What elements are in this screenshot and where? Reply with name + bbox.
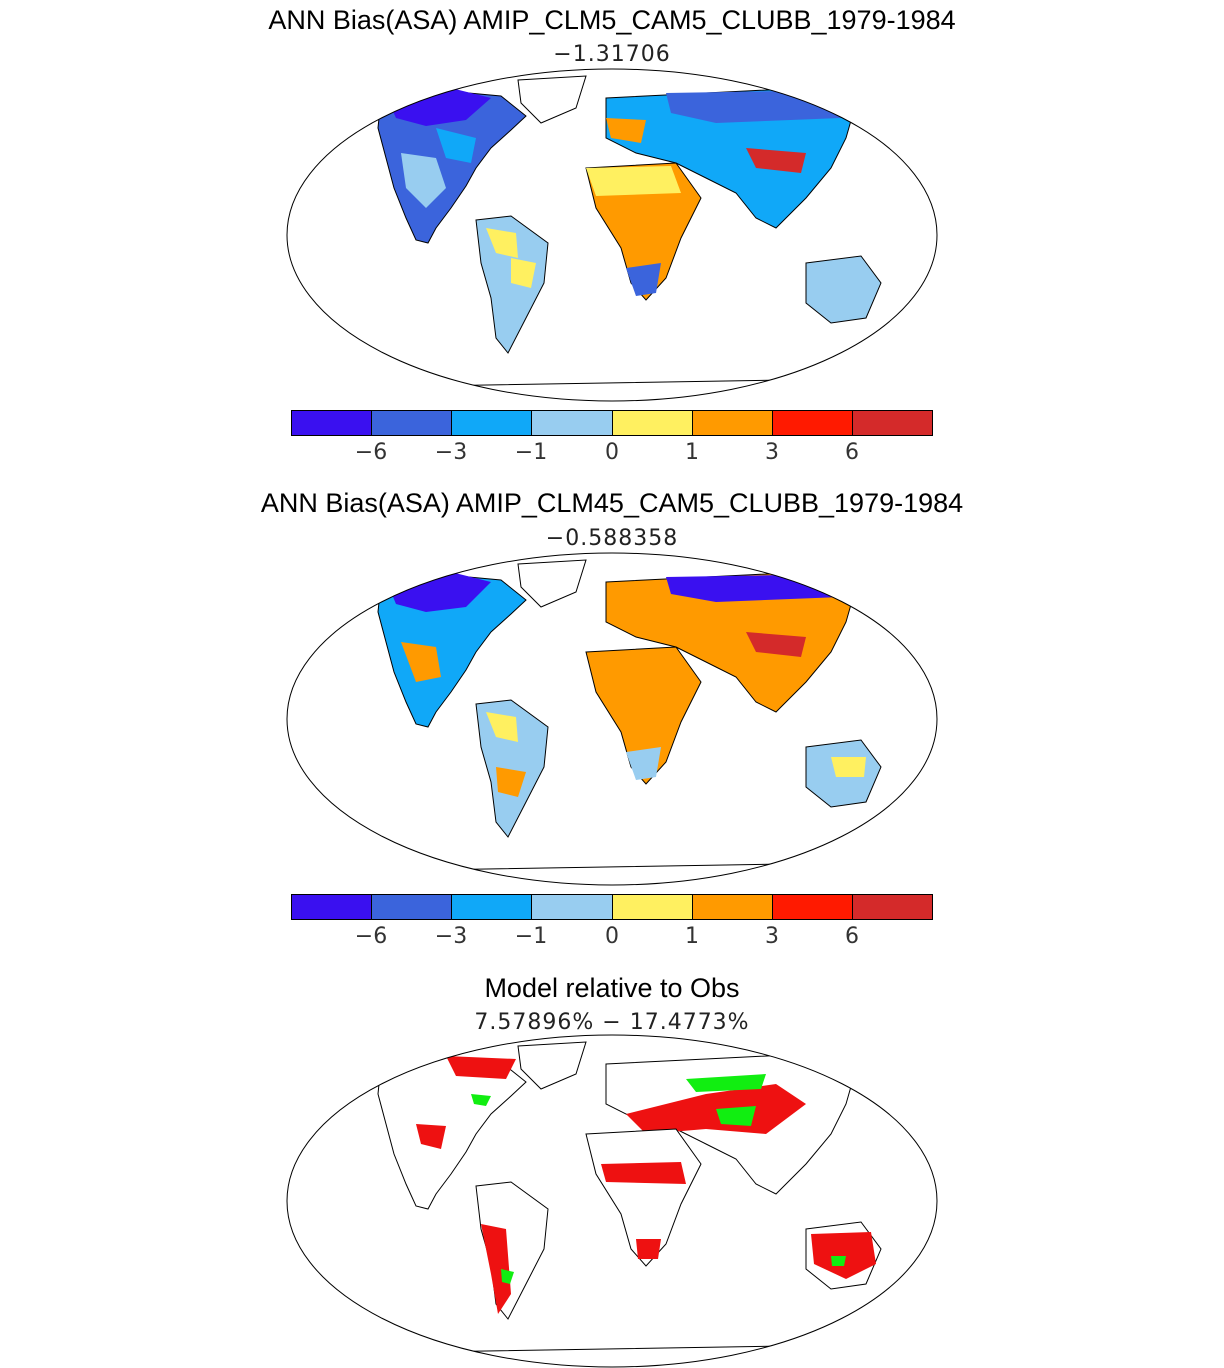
north-america <box>377 89 527 244</box>
colorbar-tick: 3 <box>765 924 779 949</box>
north-america <box>377 573 527 728</box>
colorbar-tick: 1 <box>685 440 699 465</box>
panel1-colorbar-ticks: −6 −3 −1 0 1 3 6 <box>291 440 933 468</box>
colorbar-swatch <box>292 895 373 919</box>
colorbar-swatch <box>372 411 453 435</box>
colorbar-tick: 1 <box>685 924 699 949</box>
colorbar-tick: −6 <box>354 924 388 949</box>
colorbar-tick: −1 <box>514 924 548 949</box>
south-america <box>475 699 549 838</box>
colorbar-tick: −1 <box>514 440 548 465</box>
panel1-subtitle: −1.31706 <box>553 42 671 67</box>
colorbar-swatch <box>772 895 853 919</box>
panel2-bias-map <box>286 552 938 886</box>
colorbar-swatch <box>692 895 773 919</box>
panel2-colorbar-ticks: −6 −3 −1 0 1 3 6 <box>291 924 933 952</box>
colorbar-swatch <box>852 411 932 435</box>
colorbar-swatch <box>612 895 693 919</box>
panel1-bias-map <box>286 68 938 402</box>
greenland <box>517 1041 587 1090</box>
colorbar-tick: 6 <box>845 440 859 465</box>
panel1-colorbar <box>291 410 933 436</box>
colorbar-swatch <box>292 411 373 435</box>
colorbar-swatch <box>452 411 533 435</box>
colorbar-swatch <box>532 895 613 919</box>
panel3-title: Model relative to Obs <box>484 973 740 1003</box>
colorbar-swatch <box>692 411 773 435</box>
colorbar-tick: 3 <box>765 440 779 465</box>
australia <box>805 255 882 324</box>
greenland <box>517 559 587 608</box>
colorbar-swatch <box>532 411 613 435</box>
colorbar-swatch <box>612 411 693 435</box>
colorbar-tick: 0 <box>605 924 619 949</box>
panel2-title: ANN Bias(ASA) AMIP_CLM45_CAM5_CLUBB_1979… <box>260 488 964 518</box>
colorbar-swatch <box>452 895 533 919</box>
south-america <box>475 215 549 354</box>
colorbar-swatch <box>372 895 453 919</box>
colorbar-tick: −3 <box>434 440 468 465</box>
colorbar-swatch <box>772 411 853 435</box>
colorbar-tick: 0 <box>605 440 619 465</box>
colorbar-tick: −3 <box>434 924 468 949</box>
colorbar-tick: −6 <box>354 440 388 465</box>
panel3-subtitle: 7.57896% − 17.4773% <box>474 1010 750 1035</box>
north-america <box>377 1055 527 1210</box>
greenland <box>517 75 587 124</box>
panel2-colorbar <box>291 894 933 920</box>
panel1-title: ANN Bias(ASA) AMIP_CLM5_CAM5_CLUBB_1979-… <box>268 5 956 35</box>
colorbar-swatch <box>852 895 932 919</box>
panel2-subtitle: −0.588358 <box>545 526 679 551</box>
colorbar-tick: 6 <box>845 924 859 949</box>
panel3-relative-map <box>286 1034 938 1368</box>
